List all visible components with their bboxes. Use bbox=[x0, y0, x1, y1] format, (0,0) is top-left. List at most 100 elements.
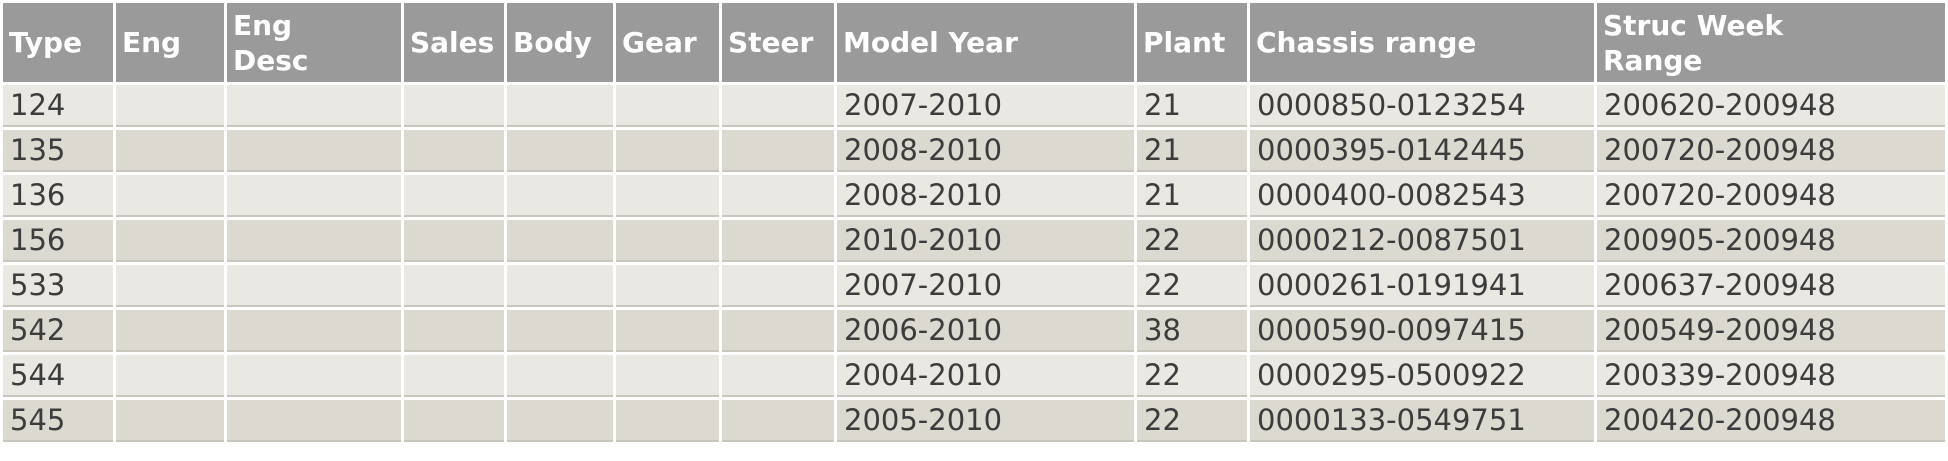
cell-eng_desc bbox=[227, 85, 401, 127]
column-header-steer: Steer bbox=[722, 3, 834, 82]
table-row[interactable]: 533 2007-2010 22 0000261-0191941 200637-2009… bbox=[3, 265, 1945, 307]
cell-sales bbox=[404, 220, 504, 262]
column-header-type: Type bbox=[3, 3, 113, 82]
cell-model_year: 2005-2010 bbox=[837, 400, 1134, 442]
cell-struc_week_range: 200720-200948 bbox=[1597, 175, 1945, 217]
cell-plant: 21 bbox=[1137, 130, 1247, 172]
table-row[interactable]: 124 2007-2010 21 0000850-0123254 200620-2009… bbox=[3, 85, 1945, 127]
cell-sales bbox=[404, 265, 504, 307]
cell-sales bbox=[404, 130, 504, 172]
cell-plant: 21 bbox=[1137, 85, 1247, 127]
cell-eng bbox=[116, 400, 224, 442]
cell-eng_desc bbox=[227, 355, 401, 397]
cell-eng bbox=[116, 175, 224, 217]
cell-model_year: 2007-2010 bbox=[837, 265, 1134, 307]
cell-struc_week_range: 200637-200948 bbox=[1597, 265, 1945, 307]
cell-eng bbox=[116, 265, 224, 307]
cell-model_year: 2010-2010 bbox=[837, 220, 1134, 262]
cell-plant: 22 bbox=[1137, 265, 1247, 307]
cell-type: 124 bbox=[3, 85, 113, 127]
cell-chassis_range: 0000590-0097415 bbox=[1250, 310, 1594, 352]
cell-gear bbox=[616, 355, 719, 397]
cell-plant: 21 bbox=[1137, 175, 1247, 217]
cell-struc_week_range: 200620-200948 bbox=[1597, 85, 1945, 127]
cell-body bbox=[507, 265, 613, 307]
table-row[interactable]: 542 2006-2010 38 0000590-0097415 200549-2009… bbox=[3, 310, 1945, 352]
table-row[interactable]: 545 2005-2010 22 0000133-0549751 200420-2009… bbox=[3, 400, 1945, 442]
cell-steer bbox=[722, 310, 834, 352]
column-header-struc_week_range: Struc Week Range bbox=[1597, 3, 1945, 82]
cell-chassis_range: 0000850-0123254 bbox=[1250, 85, 1594, 127]
cell-struc_week_range: 200720-200948 bbox=[1597, 130, 1945, 172]
cell-steer bbox=[722, 220, 834, 262]
table-row[interactable]: 544 2004-2010 22 0000295-0500922 200339-2009… bbox=[3, 355, 1945, 397]
cell-struc_week_range: 200339-200948 bbox=[1597, 355, 1945, 397]
column-header-eng: Eng bbox=[116, 3, 224, 82]
cell-sales bbox=[404, 310, 504, 352]
cell-model_year: 2008-2010 bbox=[837, 175, 1134, 217]
cell-gear bbox=[616, 265, 719, 307]
cell-eng bbox=[116, 355, 224, 397]
cell-plant: 22 bbox=[1137, 400, 1247, 442]
table-row[interactable]: 156 2010-2010 22 0000212-0087501 200905-2009… bbox=[3, 220, 1945, 262]
cell-eng_desc bbox=[227, 265, 401, 307]
column-header-sales: Sales bbox=[404, 3, 504, 82]
cell-plant: 22 bbox=[1137, 355, 1247, 397]
cell-struc_week_range: 200549-200948 bbox=[1597, 310, 1945, 352]
cell-steer bbox=[722, 130, 834, 172]
cell-eng bbox=[116, 310, 224, 352]
column-header-plant: Plant bbox=[1137, 3, 1247, 82]
cell-body bbox=[507, 175, 613, 217]
cell-type: 542 bbox=[3, 310, 113, 352]
cell-eng_desc bbox=[227, 175, 401, 217]
cell-body bbox=[507, 130, 613, 172]
cell-sales bbox=[404, 85, 504, 127]
column-header-body: Body bbox=[507, 3, 613, 82]
header-row: Type Eng Eng Desc Sales Body Gear Steer Model Y… bbox=[3, 3, 1945, 82]
cell-steer bbox=[722, 175, 834, 217]
cell-eng_desc bbox=[227, 220, 401, 262]
table-body: 124 2007-2010 21 0000850-0123254 200620-2009… bbox=[3, 85, 1945, 442]
column-header-model_year: Model Year bbox=[837, 3, 1134, 82]
cell-body bbox=[507, 310, 613, 352]
cell-sales bbox=[404, 400, 504, 442]
cell-type: 156 bbox=[3, 220, 113, 262]
vehicle-profile-table: Type Eng Eng Desc Sales Body Gear Steer Model Y… bbox=[3, 3, 1945, 442]
cell-steer bbox=[722, 355, 834, 397]
column-header-gear: Gear bbox=[616, 3, 719, 82]
cell-chassis_range: 0000212-0087501 bbox=[1250, 220, 1594, 262]
cell-plant: 22 bbox=[1137, 220, 1247, 262]
cell-type: 533 bbox=[3, 265, 113, 307]
cell-steer bbox=[722, 265, 834, 307]
cell-body bbox=[507, 85, 613, 127]
column-header-chassis_range: Chassis range bbox=[1250, 3, 1594, 82]
cell-steer bbox=[722, 85, 834, 127]
cell-body bbox=[507, 220, 613, 262]
cell-gear bbox=[616, 220, 719, 262]
cell-struc_week_range: 200905-200948 bbox=[1597, 220, 1945, 262]
cell-eng bbox=[116, 130, 224, 172]
cell-steer bbox=[722, 400, 834, 442]
cell-sales bbox=[404, 355, 504, 397]
cell-gear bbox=[616, 400, 719, 442]
cell-gear bbox=[616, 310, 719, 352]
cell-sales bbox=[404, 175, 504, 217]
cell-body bbox=[507, 355, 613, 397]
cell-model_year: 2007-2010 bbox=[837, 85, 1134, 127]
cell-gear bbox=[616, 85, 719, 127]
cell-eng bbox=[116, 85, 224, 127]
table-row[interactable]: 136 2008-2010 21 0000400-0082543 200720-2009… bbox=[3, 175, 1945, 217]
cell-chassis_range: 0000400-0082543 bbox=[1250, 175, 1594, 217]
cell-body bbox=[507, 400, 613, 442]
cell-chassis_range: 0000295-0500922 bbox=[1250, 355, 1594, 397]
cell-model_year: 2008-2010 bbox=[837, 130, 1134, 172]
cell-type: 544 bbox=[3, 355, 113, 397]
table-row[interactable]: 135 2008-2010 21 0000395-0142445 200720-2009… bbox=[3, 130, 1945, 172]
cell-type: 135 bbox=[3, 130, 113, 172]
cell-eng bbox=[116, 220, 224, 262]
cell-eng_desc bbox=[227, 310, 401, 352]
cell-model_year: 2006-2010 bbox=[837, 310, 1134, 352]
cell-eng_desc bbox=[227, 400, 401, 442]
cell-chassis_range: 0000395-0142445 bbox=[1250, 130, 1594, 172]
cell-type: 545 bbox=[3, 400, 113, 442]
